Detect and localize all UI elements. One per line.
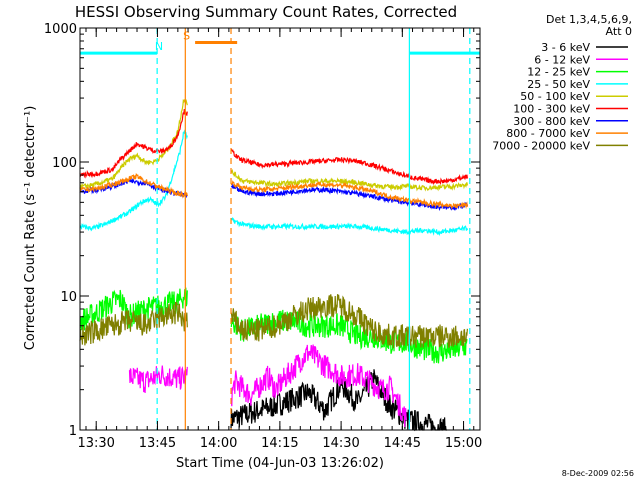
legend-label-1: 3 - 6 keV xyxy=(541,41,590,54)
legend-label-2: 6 - 12 keV xyxy=(534,53,590,66)
x-tick-label: 13:30 xyxy=(77,436,114,451)
plot-area: NS xyxy=(79,28,480,432)
series-line-2 xyxy=(128,344,407,428)
x-tick-label: 15:00 xyxy=(445,436,482,451)
series-line-1 xyxy=(230,369,447,432)
legend-label-5: 50 - 100 keV xyxy=(520,90,590,103)
x-tick-label: 14:30 xyxy=(322,436,359,451)
series-line-4 xyxy=(79,129,468,237)
series-line-5 xyxy=(79,98,468,192)
y-tick-label: 100 xyxy=(52,156,77,171)
legend-header-1: Det 1,3,4,5,6,9, xyxy=(546,13,632,26)
y-tick-label: 1000 xyxy=(44,22,77,37)
x-tick-label: 14:45 xyxy=(384,436,421,451)
series-line-9 xyxy=(79,294,468,349)
axes: 13:30 13:45 14:00 14:15 14:30 14:45 15:00 1 10 10… xyxy=(44,22,482,451)
x-tick-label: 13:45 xyxy=(139,436,176,451)
x-axis-label: Start Time (04-Jun-03 13:26:02) xyxy=(176,456,384,471)
chart-title: HESSI Observing Summary Count Rates, Cor… xyxy=(75,3,457,21)
y-tick-label: 1 xyxy=(69,424,77,439)
legend-label-8: 800 - 7000 keV xyxy=(506,127,590,140)
legend-label-9: 7000 - 20000 keV xyxy=(492,139,590,152)
series-line-6 xyxy=(79,108,468,186)
y-tick-label: 10 xyxy=(60,290,77,305)
y-axis-label: Corrected Count Rate (s⁻¹ detector⁻¹) xyxy=(23,106,38,351)
legend-label-7: 300 - 800 keV xyxy=(513,115,590,128)
legend-label-4: 25 - 50 keV xyxy=(527,78,590,91)
legend-label-6: 100 - 300 keV xyxy=(513,103,590,116)
legend-header-2: Att 0 xyxy=(606,25,632,38)
x-tick-label: 14:15 xyxy=(261,436,298,451)
legend-label-3: 12 - 25 keV xyxy=(527,66,590,79)
date-stamp: 8-Dec-2009 02:56 xyxy=(562,469,634,478)
flag-label-s: S xyxy=(183,29,190,42)
series-line-8 xyxy=(79,173,468,210)
x-tick-label: 14:00 xyxy=(200,436,237,451)
flag-label-n: N xyxy=(155,40,163,53)
